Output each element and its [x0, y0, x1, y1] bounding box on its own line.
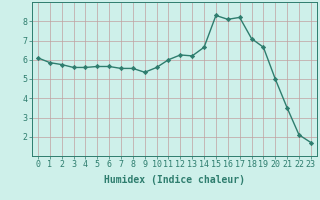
X-axis label: Humidex (Indice chaleur): Humidex (Indice chaleur) [104, 175, 245, 185]
